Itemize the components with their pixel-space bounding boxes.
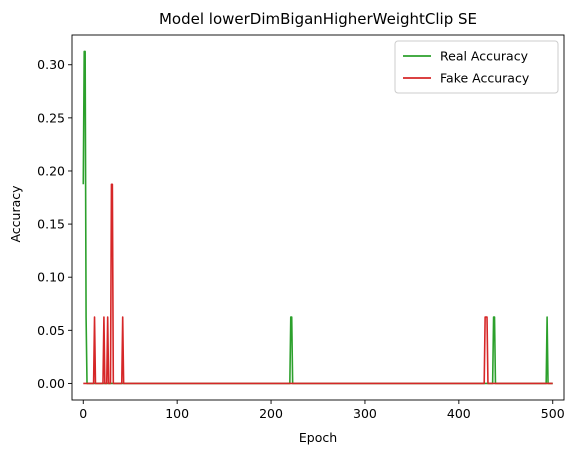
- series-lines: [82, 50, 553, 385]
- x-tick-label: 100: [165, 406, 189, 421]
- plot-area: [82, 50, 553, 385]
- y-tick-label: 0.25: [37, 110, 65, 125]
- series-line-fake-accuracy: [83, 183, 553, 385]
- y-tick-label: 0.30: [37, 57, 65, 72]
- legend-label-fake-accuracy: Fake Accuracy: [440, 71, 530, 86]
- series-line-real-accuracy: [82, 50, 553, 385]
- y-tick-label: 0.15: [37, 217, 65, 232]
- plot-frame: [71, 34, 565, 401]
- x-tick-label: 300: [353, 406, 377, 421]
- x-tick-label: 400: [447, 406, 471, 421]
- x-tick-label: 500: [541, 406, 565, 421]
- x-tick-label: 200: [259, 406, 283, 421]
- x-axis-label: Epoch: [299, 430, 337, 445]
- legend-label-real-accuracy: Real Accuracy: [440, 49, 529, 64]
- y-tick-label: 0.10: [37, 270, 65, 285]
- y-tick-label: 0.05: [37, 323, 65, 338]
- y-tick-label: 0.20: [37, 163, 65, 178]
- legend: Real Accuracy Fake Accuracy: [394, 40, 559, 94]
- chart-title: Model lowerDimBiganHigherWeightClip SE: [159, 10, 477, 28]
- y-axis-label: Accuracy: [8, 185, 23, 243]
- axes: 0 100 200 300 400 500 0.00 0.05 0.10 0.15 0.20 0.25…: [37, 34, 565, 421]
- y-tick-label: 0.00: [37, 376, 65, 391]
- x-tick-label: 0: [79, 406, 87, 421]
- legend-box: [394, 40, 559, 94]
